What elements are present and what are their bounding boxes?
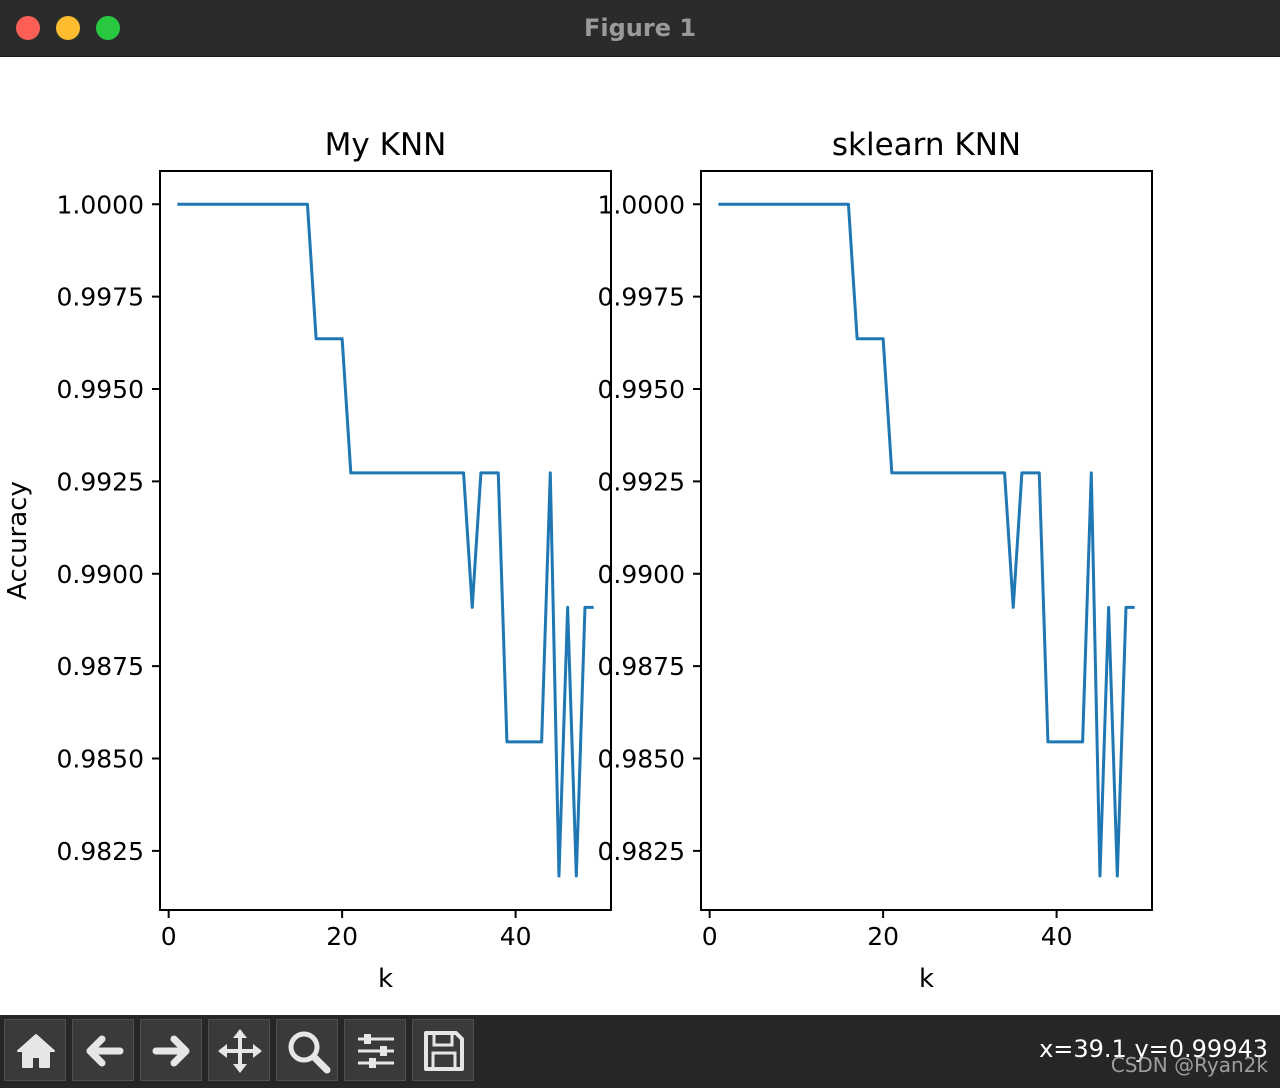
arrow-left-icon	[86, 1035, 124, 1067]
x-axis-label: k	[378, 964, 393, 994]
y-tick-label: 0.9950	[57, 375, 144, 404]
close-window-button[interactable]	[16, 16, 40, 40]
series-line-0-0	[177, 202, 594, 878]
x-tick-label: 20	[326, 922, 358, 951]
sliders-icon	[358, 1034, 394, 1068]
y-tick-label: 1.0000	[57, 190, 144, 219]
x-tick-label: 0	[702, 922, 718, 951]
move-icon	[218, 1029, 262, 1073]
x-axis-label: k	[919, 964, 934, 994]
home-icon	[17, 1034, 55, 1068]
arrow-right-icon	[152, 1035, 190, 1067]
y-tick-label: 0.9925	[598, 467, 685, 496]
y-tick-label: 0.9900	[57, 560, 144, 589]
configure-subplots-button[interactable]	[344, 1019, 406, 1081]
series-line-1-0	[718, 202, 1135, 878]
y-tick-label: 0.9850	[598, 745, 685, 774]
pan-button[interactable]	[208, 1019, 270, 1081]
y-tick-label: 0.9925	[57, 467, 144, 496]
save-button[interactable]	[412, 1019, 474, 1081]
window-titlebar: Figure 1	[0, 0, 1280, 57]
forward-button[interactable]	[140, 1019, 202, 1081]
chart-title: My KNN	[325, 127, 447, 163]
y-tick-label: 0.9875	[57, 652, 144, 681]
zoom-button[interactable]	[276, 1019, 338, 1081]
x-tick-label: 20	[867, 922, 899, 951]
figure-canvas[interactable]: 0 20 40 1.0000 0.9975 0.9950 0.9925 0.9900 0.987…	[0, 57, 1280, 1015]
figure-svg: 0 20 40 1.0000 0.9975 0.9950 0.9925 0.9900 0.987…	[3, 127, 1153, 994]
axes-frame-0	[159, 170, 612, 911]
magnifier-icon	[288, 1031, 331, 1074]
floppy-icon	[424, 1031, 464, 1071]
maximize-window-button[interactable]	[96, 16, 120, 40]
y-tick-label: 0.9900	[598, 560, 685, 589]
home-button[interactable]	[4, 1019, 66, 1081]
x-tick-label: 0	[161, 922, 177, 951]
y-axis-label: Accuracy	[3, 481, 33, 600]
y-tick-label: 0.9975	[598, 283, 685, 312]
y-tick-label: 0.9850	[57, 745, 144, 774]
y-tick-label: 0.9825	[598, 837, 685, 866]
chart-title: sklearn KNN	[832, 127, 1021, 163]
x-tick-label: 40	[1041, 922, 1073, 951]
back-button[interactable]	[72, 1019, 134, 1081]
y-tick-label: 0.9825	[57, 837, 144, 866]
y-tick-label: 0.9975	[57, 283, 144, 312]
y-tick-label: 1.0000	[598, 190, 685, 219]
watermark-text: CSDN @Ryan2k	[1110, 1053, 1268, 1077]
navigation-toolbar: x=39.1 y=0.99943 CSDN @Ryan2k	[0, 1015, 1280, 1088]
y-tick-label: 0.9950	[598, 375, 685, 404]
minimize-window-button[interactable]	[56, 16, 80, 40]
x-tick-label: 40	[500, 922, 532, 951]
cursor-coordinates: x=39.1 y=0.99943	[1039, 1035, 1268, 1063]
window-title: Figure 1	[583, 14, 697, 42]
axes-frame-1	[700, 170, 1153, 911]
y-tick-label: 0.9875	[598, 652, 685, 681]
